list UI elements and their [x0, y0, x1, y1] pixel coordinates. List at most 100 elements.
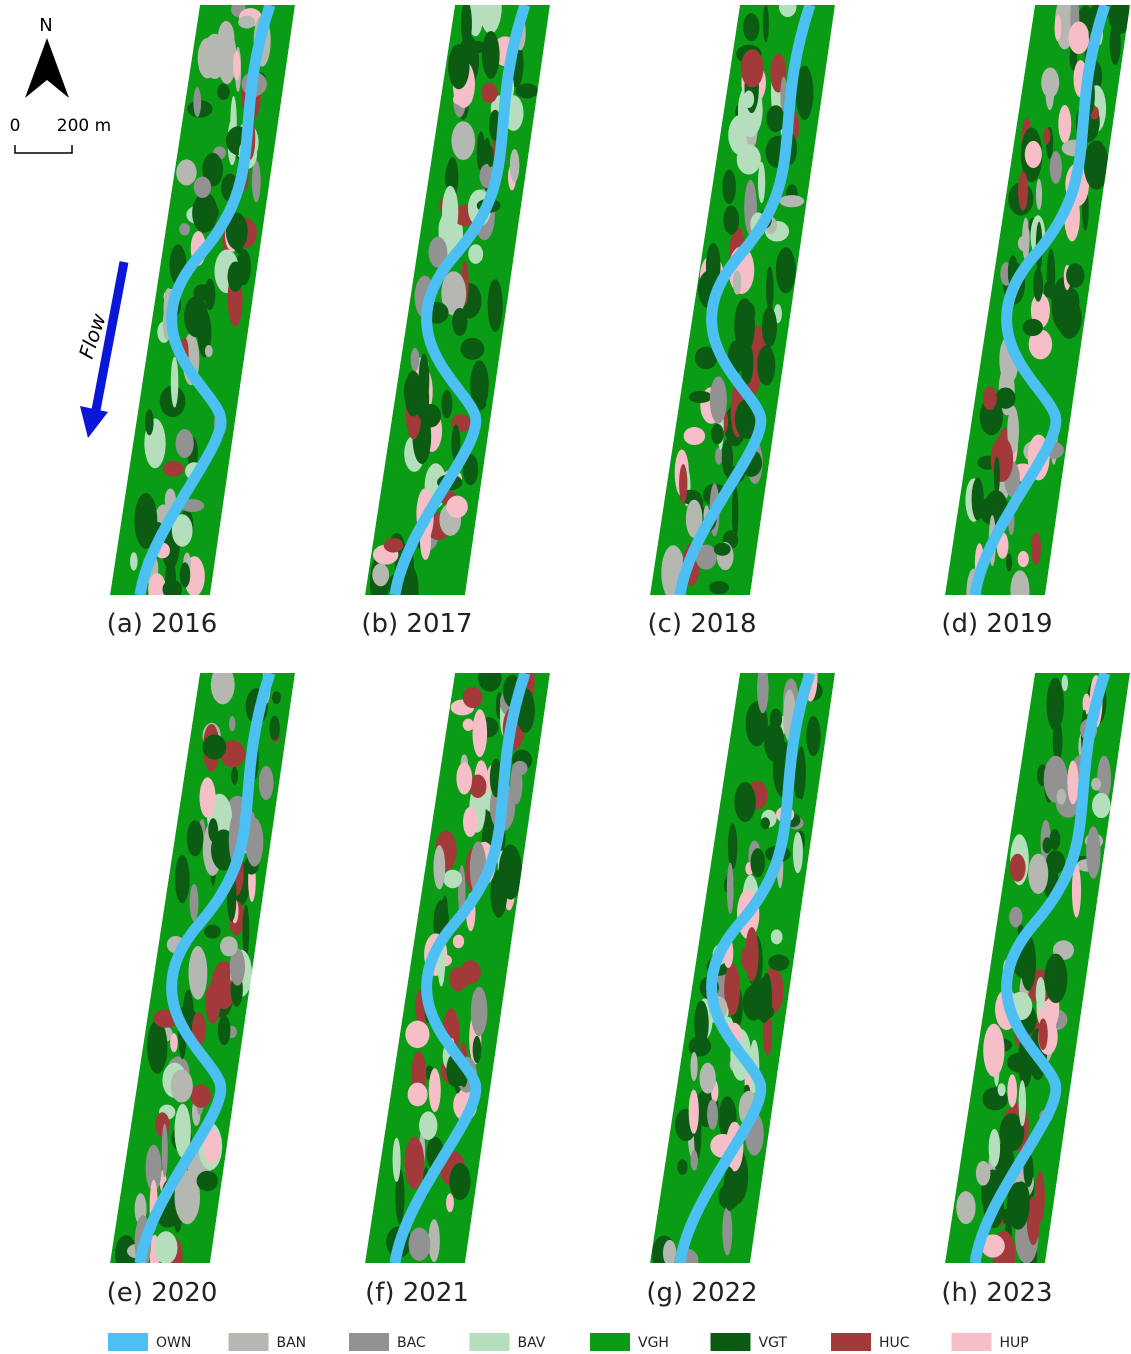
- legend-label: VGH: [638, 1335, 669, 1351]
- land-patch: [1062, 675, 1068, 691]
- land-patch: [1086, 826, 1100, 878]
- land-patch: [1031, 532, 1041, 564]
- land-patch: [191, 1084, 212, 1107]
- land-patch: [481, 83, 497, 103]
- land-patch: [155, 1112, 170, 1137]
- land-patch: [1046, 850, 1065, 873]
- legend-swatch: [108, 1333, 148, 1351]
- panel-label: (g) 2022: [646, 1278, 757, 1308]
- land-patch: [429, 1068, 441, 1112]
- panel-label: (d) 2019: [941, 609, 1052, 639]
- land-patch: [188, 946, 207, 1000]
- land-patch: [179, 223, 190, 235]
- land-patch: [404, 1137, 424, 1189]
- land-patch: [482, 31, 500, 79]
- land-patch: [461, 1, 472, 46]
- land-patch: [228, 261, 244, 291]
- land-patch: [408, 1083, 428, 1107]
- land-patch: [488, 279, 503, 332]
- legend-label: OWN: [156, 1335, 191, 1351]
- land-patch: [1041, 68, 1059, 98]
- land-patch: [217, 84, 230, 100]
- land-patch: [199, 777, 215, 818]
- land-patch: [180, 562, 191, 587]
- land-patch: [741, 945, 758, 972]
- panel-label: (c) 2018: [647, 609, 756, 639]
- land-patch: [162, 1124, 168, 1177]
- land-patch: [405, 1021, 429, 1048]
- land-patch: [779, 195, 804, 207]
- land-patch: [463, 687, 483, 708]
- land-patch: [420, 404, 441, 427]
- legend-label: BAN: [277, 1335, 307, 1351]
- land-patch: [1067, 289, 1079, 315]
- legend-label: BAC: [397, 1335, 426, 1351]
- land-patch: [1009, 907, 1022, 928]
- land-patch: [456, 762, 472, 794]
- legend-label: BAV: [518, 1335, 546, 1351]
- scale-bar: 0 200 m: [10, 116, 112, 153]
- land-patch: [1010, 854, 1026, 882]
- land-patch: [441, 390, 452, 418]
- figure: N 0 200 m Flow (a) 2016(b) 2017(c) 2018(…: [0, 0, 1131, 1354]
- flow-arrow: Flow: [74, 262, 124, 438]
- land-patch: [983, 1024, 1004, 1077]
- land-patch: [709, 581, 729, 594]
- land-patch: [684, 427, 706, 445]
- land-patch: [714, 543, 731, 556]
- land-patch: [187, 820, 204, 856]
- land-patch: [176, 159, 196, 185]
- land-patch: [512, 761, 527, 776]
- legend-swatch: [590, 1333, 630, 1351]
- land-patch: [994, 456, 1000, 494]
- land-patch: [194, 177, 211, 198]
- land-patch: [442, 895, 448, 926]
- land-patch: [193, 87, 201, 117]
- land-patch: [723, 206, 739, 235]
- legend-swatch: [711, 1333, 751, 1351]
- land-patch: [766, 266, 773, 312]
- legend-swatch: [831, 1333, 871, 1351]
- north-label: N: [39, 15, 52, 36]
- land-patch: [989, 1129, 1000, 1167]
- land-patch: [764, 722, 784, 762]
- land-patch: [762, 307, 777, 347]
- land-patch: [233, 51, 240, 80]
- land-patch: [171, 357, 179, 408]
- land-patch: [471, 987, 488, 1036]
- land-patch: [272, 691, 281, 704]
- land-patch: [1055, 15, 1062, 41]
- land-patch: [1025, 141, 1042, 168]
- land-patch: [1053, 720, 1063, 761]
- land-patch: [1019, 1080, 1026, 1126]
- land-patch: [689, 391, 712, 403]
- land-patch: [393, 1138, 401, 1182]
- land-patch: [723, 1167, 736, 1211]
- land-patch: [1044, 954, 1067, 1003]
- land-patch: [1046, 678, 1064, 731]
- land-patch: [757, 345, 775, 385]
- legend-swatch: [952, 1333, 992, 1351]
- land-patch: [252, 160, 261, 202]
- land-patch: [218, 1015, 231, 1045]
- land-patch: [1018, 171, 1028, 211]
- land-patch: [229, 716, 235, 731]
- land-patch: [1066, 263, 1084, 287]
- land-patch: [442, 186, 458, 238]
- land-patch: [204, 925, 220, 939]
- land-patch: [384, 538, 403, 553]
- land-patch: [203, 734, 227, 759]
- land-patch: [734, 782, 755, 822]
- map-panel: [110, 1, 295, 609]
- land-patch: [1006, 554, 1012, 572]
- land-patch: [750, 848, 764, 877]
- land-patch: [197, 1171, 218, 1191]
- land-patch: [145, 409, 153, 435]
- panel-label: (b) 2017: [361, 609, 472, 639]
- north-arrow: N: [25, 15, 69, 98]
- land-patch: [419, 1111, 437, 1139]
- land-patch: [409, 1228, 431, 1262]
- map-panel: [945, 0, 1131, 620]
- legend-label: HUC: [879, 1335, 910, 1351]
- land-patch: [220, 936, 238, 956]
